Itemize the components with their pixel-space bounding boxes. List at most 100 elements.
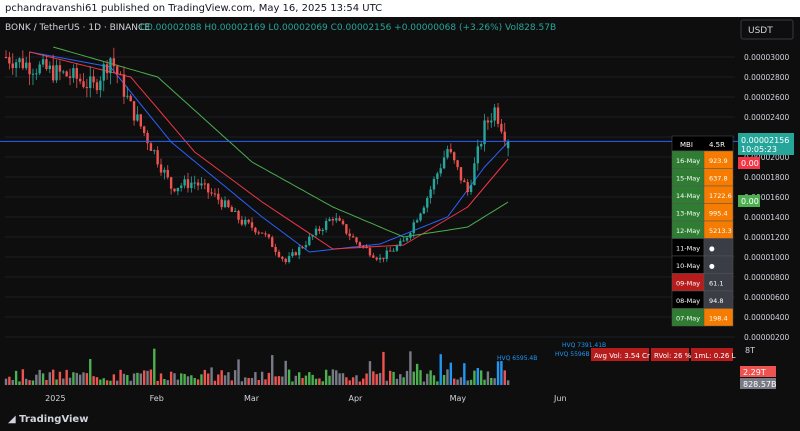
currency-button[interactable] — [740, 19, 794, 40]
candle-body — [58, 65, 62, 72]
volume-bar — [207, 373, 210, 385]
volume-bar — [237, 359, 240, 385]
candle-body — [257, 232, 260, 234]
volume-bar — [281, 376, 284, 385]
volume-bar — [153, 348, 156, 385]
volume-bar — [230, 380, 233, 385]
volume-bar — [18, 381, 21, 385]
candle-body — [62, 71, 65, 73]
volume-bar — [449, 362, 453, 385]
volume-bar — [159, 373, 163, 385]
last-price-value: 0.00002156 — [741, 136, 789, 145]
time-tick: Mar — [244, 394, 260, 403]
mbi-date: 13-May — [676, 210, 700, 218]
candle-body — [38, 64, 41, 74]
mbi-value: 1722.6 — [709, 192, 732, 200]
vol-last-tag — [740, 378, 776, 389]
volume-bar — [203, 369, 207, 385]
candle-body — [436, 173, 439, 179]
volume-bar — [254, 372, 257, 385]
chart-background — [0, 17, 800, 406]
volume-bar — [483, 379, 486, 385]
tradingview-text: TradingView — [19, 414, 89, 425]
last-price-tag — [738, 133, 794, 155]
candle-body — [409, 233, 412, 238]
price-tick: 0.00000600 — [744, 293, 790, 302]
volume-bar — [314, 378, 318, 385]
volume-bar — [284, 360, 287, 385]
volume-bar — [8, 376, 11, 385]
candle-body — [109, 58, 112, 74]
volume-bar — [92, 376, 95, 385]
volume-bar — [318, 378, 321, 385]
volume-bar — [35, 374, 38, 385]
candle-body — [385, 250, 389, 259]
volume-bar — [196, 379, 200, 385]
candle-body — [45, 59, 48, 70]
volume-bar — [469, 379, 473, 385]
price-chart[interactable]: BONK / TetherUS · 1D · BINANCE O0.000020… — [0, 17, 800, 406]
candle-body — [328, 219, 331, 222]
volume-bar — [412, 371, 415, 385]
volume-axis-top: 8T — [745, 346, 755, 355]
candle-body — [240, 219, 244, 225]
volume-bar — [476, 368, 479, 385]
ma-green-value: 0.00 — [741, 197, 759, 206]
ma-red-tag — [738, 157, 760, 169]
mbi-value: 198.4 — [709, 315, 728, 323]
mbi-date: 10-May — [676, 262, 700, 270]
candle-body — [419, 213, 422, 221]
candle-body — [399, 240, 402, 246]
volume-bar — [260, 371, 264, 385]
candle-body — [102, 64, 105, 81]
mbi-date: 12-May — [676, 227, 700, 235]
time-tick: May — [450, 394, 467, 403]
candle-body — [362, 245, 365, 247]
candle-body — [166, 169, 169, 178]
candle-body — [35, 73, 38, 75]
volume-bar — [372, 371, 375, 385]
volume-bar — [51, 369, 55, 385]
volume-bar — [21, 369, 25, 385]
publish-bar: pchandravanshi61 published on TradingVie… — [0, 0, 800, 17]
candle-body — [227, 200, 230, 208]
time-tick: Feb — [150, 394, 164, 403]
iml-text: 1mL: 0.26 L — [694, 352, 736, 360]
candle-body — [250, 222, 254, 228]
time-axis[interactable]: 2025 Feb Mar Apr May Jun — [45, 394, 566, 403]
candle-body — [203, 183, 207, 185]
candle-body — [244, 219, 247, 225]
volume-bar — [463, 363, 466, 385]
volume-bar — [382, 351, 385, 385]
mbi-date: 09-May — [676, 280, 700, 288]
candle-body — [308, 236, 311, 246]
candle-body — [213, 193, 217, 195]
candle-body — [426, 197, 429, 208]
volume-bar — [486, 371, 490, 385]
candle-body — [395, 245, 399, 251]
candle-body — [48, 65, 52, 70]
volume-bar — [75, 372, 78, 385]
tradingview-logo[interactable]: ◢ TradingView — [8, 414, 88, 425]
candle-body — [483, 120, 486, 145]
volume-bar — [264, 379, 267, 385]
volume-bar — [446, 369, 449, 385]
candle-body — [41, 59, 45, 65]
volume-bar — [210, 367, 213, 385]
volume-bar — [65, 369, 68, 385]
legend-symbol[interactable]: BONK / TetherUS · 1D · BINANCE — [5, 23, 150, 33]
volume-bar — [311, 374, 314, 385]
candle-body — [281, 256, 284, 259]
candle-body — [55, 65, 58, 81]
volume-bar — [95, 377, 99, 385]
candle-body — [136, 114, 139, 121]
volume-bar — [163, 378, 166, 385]
volume-bar — [287, 369, 291, 385]
volume-bar — [422, 381, 426, 385]
volume-bar — [362, 378, 365, 385]
candle-body — [82, 81, 85, 88]
candle-body — [496, 107, 500, 124]
volume-bar — [415, 363, 419, 385]
candle-body — [233, 210, 237, 212]
candle-body — [439, 168, 442, 174]
